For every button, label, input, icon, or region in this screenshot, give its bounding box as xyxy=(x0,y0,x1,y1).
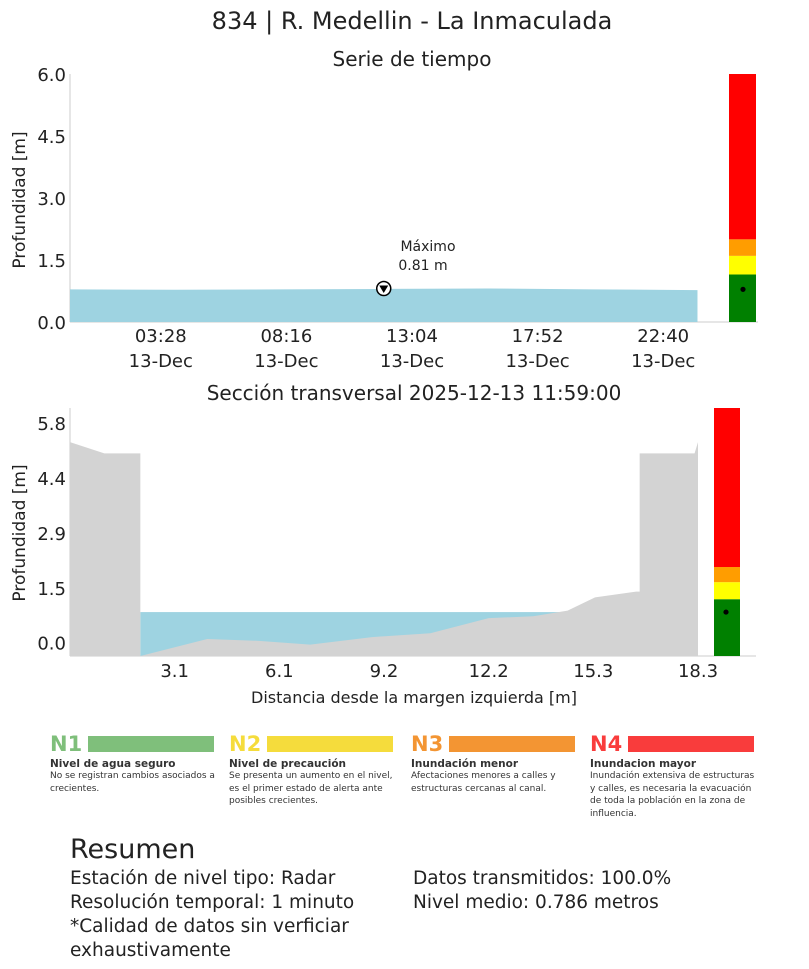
threshold-n3 xyxy=(729,239,756,256)
legend-name: Inundacion mayor xyxy=(590,758,697,770)
threshold-n4 xyxy=(714,408,740,568)
x-tick-time: 08:16 xyxy=(260,326,312,347)
threshold-n2 xyxy=(714,582,740,600)
x-tick-time: 22:40 xyxy=(637,326,689,347)
x-tick-date: 13-Dec xyxy=(129,351,193,372)
depth-series-area xyxy=(70,288,698,322)
legend-bar xyxy=(628,736,754,752)
x-tick-label: 15.3 xyxy=(573,661,613,682)
x-tick-label: 12.2 xyxy=(469,661,509,682)
y-tick-label: 0.0 xyxy=(37,313,66,334)
threshold-n1 xyxy=(714,599,740,656)
legend-desc: No se registran cambios asociados a crec… xyxy=(50,771,215,794)
legend-code: N3 xyxy=(411,732,444,756)
summary-transmitted: Datos transmitidos: 100.0% xyxy=(413,868,672,889)
threshold-n1 xyxy=(729,274,756,322)
max-label: Máximo xyxy=(400,239,455,255)
time-series-area xyxy=(70,288,698,322)
legend-n4: N4 Inundacion mayor Inundación extensiva… xyxy=(590,732,762,820)
time-series-threshold-bar xyxy=(729,74,756,322)
current-level-dot xyxy=(723,609,729,615)
legend-name: Inundación menor xyxy=(411,758,519,770)
y-tick-label: 0.0 xyxy=(37,634,66,655)
time-series-xticks: 03:28 13-Dec 08:16 13-Dec 13:04 13-Dec 17:52 13… xyxy=(129,326,696,372)
cross-section-area xyxy=(70,442,698,656)
legend-bar xyxy=(449,736,575,752)
y-tick-label: 1.5 xyxy=(37,579,66,600)
legend-n1: N1 Nivel de agua seguro No se registran … xyxy=(50,732,220,795)
time-series-axes xyxy=(69,74,758,323)
cross-section-xlabel: Distancia desde la margen izquierda [m] xyxy=(251,688,577,707)
legend-bar xyxy=(267,736,393,752)
summary-resolution: Resolución temporal: 1 minuto xyxy=(70,892,355,913)
x-tick-label: 9.2 xyxy=(370,661,399,682)
cross-section-chart: Sección transversal 2025-12-13 11:59:00 … xyxy=(10,381,756,707)
time-series-title: Serie de tiempo xyxy=(333,47,492,71)
x-tick-label: 18.3 xyxy=(678,661,718,682)
y-tick-label: 2.9 xyxy=(37,524,66,545)
summary-title: Resumen xyxy=(70,834,196,865)
threshold-n4 xyxy=(729,74,756,240)
x-tick-date: 13-Dec xyxy=(631,351,695,372)
legend-n2: N2 Nivel de precaución Se presenta un au… xyxy=(229,732,399,808)
y-tick-label: 4.5 xyxy=(37,127,66,148)
x-tick-label: 6.1 xyxy=(265,661,294,682)
time-series-yticks: 0.0 1.5 3.0 4.5 6.0 xyxy=(37,65,66,334)
x-tick-time: 03:28 xyxy=(135,326,187,347)
max-annotation: Máximo 0.81 m xyxy=(375,239,456,297)
summary-station-type: Estación de nivel tipo: Radar xyxy=(70,868,336,889)
summary-quality-note: *Calidad de datos sin verficiar exhausti… xyxy=(70,916,349,961)
cross-section-ylabel: Profundidad [m] xyxy=(10,464,30,601)
threshold-n3 xyxy=(714,567,740,583)
cross-section-title: Sección transversal 2025-12-13 11:59:00 xyxy=(207,381,622,405)
max-marker-triangle xyxy=(379,285,389,294)
legend-code: N1 xyxy=(50,732,83,756)
y-tick-label: 1.5 xyxy=(37,251,66,272)
x-tick-date: 13-Dec xyxy=(254,351,318,372)
legend-code: N4 xyxy=(590,732,623,756)
legend-desc: Inundación extensiva de estructuras y ca… xyxy=(590,771,755,819)
x-tick-time: 17:52 xyxy=(512,326,564,347)
summary: Resumen Estación de nivel tipo: Radar Re… xyxy=(70,834,770,963)
x-tick-time: 13:04 xyxy=(386,326,438,347)
legend-desc: Afectaciones menores a calles y estructu… xyxy=(411,771,556,794)
legend-bar xyxy=(88,736,214,752)
y-tick-label: 4.4 xyxy=(37,469,66,490)
x-tick-date: 13-Dec xyxy=(380,351,444,372)
figure: 834 | R. Medellin - La Inmaculada Serie … xyxy=(10,7,758,707)
cross-section-threshold-bar xyxy=(714,408,740,656)
threshold-n2 xyxy=(729,255,756,275)
riverbed-area xyxy=(70,442,698,656)
x-tick-label: 3.1 xyxy=(160,661,189,682)
y-tick-label: 6.0 xyxy=(37,65,66,86)
legend-n3: N3 Inundación menor Afectaciones menores… xyxy=(411,732,581,795)
x-tick-date: 13-Dec xyxy=(505,351,569,372)
time-series-chart: Serie de tiempo Profundidad [m] 03:28 13-… xyxy=(10,47,758,372)
max-value: 0.81 m xyxy=(398,258,447,274)
cross-section-yticks: 0.0 1.5 2.9 4.4 5.8 xyxy=(37,414,66,655)
legend-code: N2 xyxy=(229,732,262,756)
figure-title: 834 | R. Medellin - La Inmaculada xyxy=(212,7,613,35)
time-series-ylabel: Profundidad [m] xyxy=(10,131,30,268)
y-tick-label: 3.0 xyxy=(37,189,66,210)
summary-mean-level: Nivel medio: 0.786 metros xyxy=(413,892,659,913)
legend-desc: Se presenta un aumento en el nivel, es e… xyxy=(229,771,393,806)
legend-name: Nivel de agua seguro xyxy=(50,758,176,770)
legend-name: Nivel de precaución xyxy=(229,758,347,770)
y-tick-label: 5.8 xyxy=(37,414,66,435)
current-level-dot xyxy=(740,286,746,292)
cross-section-xticks: 3.1 6.1 9.2 12.2 15.3 18.3 xyxy=(160,661,718,682)
